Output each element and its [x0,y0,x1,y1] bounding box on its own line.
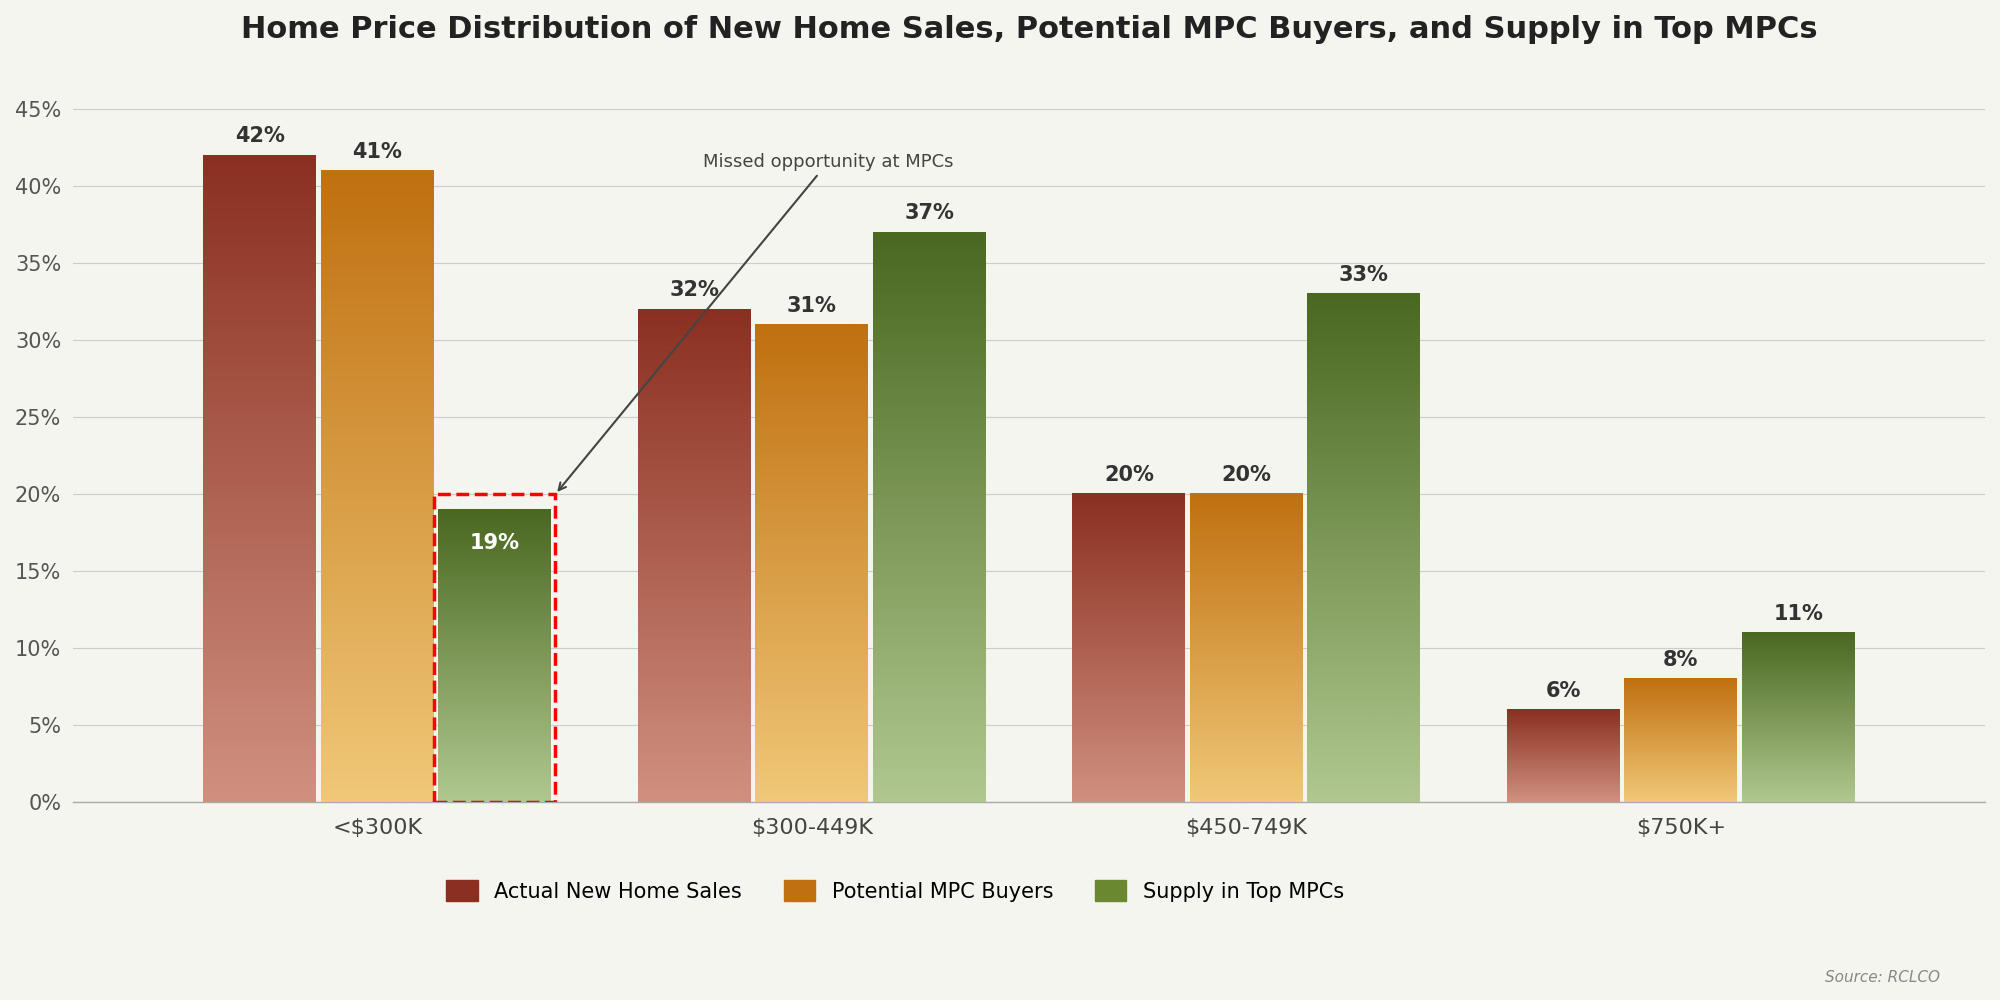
Text: 6%: 6% [1546,681,1582,701]
Text: 41%: 41% [352,142,402,162]
Text: 37%: 37% [904,203,954,223]
Title: Home Price Distribution of New Home Sales, Potential MPC Buyers, and Supply in T: Home Price Distribution of New Home Sale… [240,15,1818,44]
Legend: Actual New Home Sales, Potential MPC Buyers, Supply in Top MPCs: Actual New Home Sales, Potential MPC Buy… [438,872,1352,910]
Text: Missed opportunity at MPCs: Missed opportunity at MPCs [558,153,954,490]
Text: 33%: 33% [1338,265,1388,285]
Text: 20%: 20% [1104,465,1154,485]
Text: 20%: 20% [1222,465,1272,485]
Text: 42%: 42% [234,126,284,146]
Text: 11%: 11% [1774,604,1824,624]
Text: Source: RCLCO: Source: RCLCO [1824,970,1940,985]
Text: 32%: 32% [670,280,720,300]
Text: 19%: 19% [470,533,520,553]
Text: 31%: 31% [786,296,836,316]
Bar [434,494,556,802]
Text: 8%: 8% [1664,650,1698,670]
